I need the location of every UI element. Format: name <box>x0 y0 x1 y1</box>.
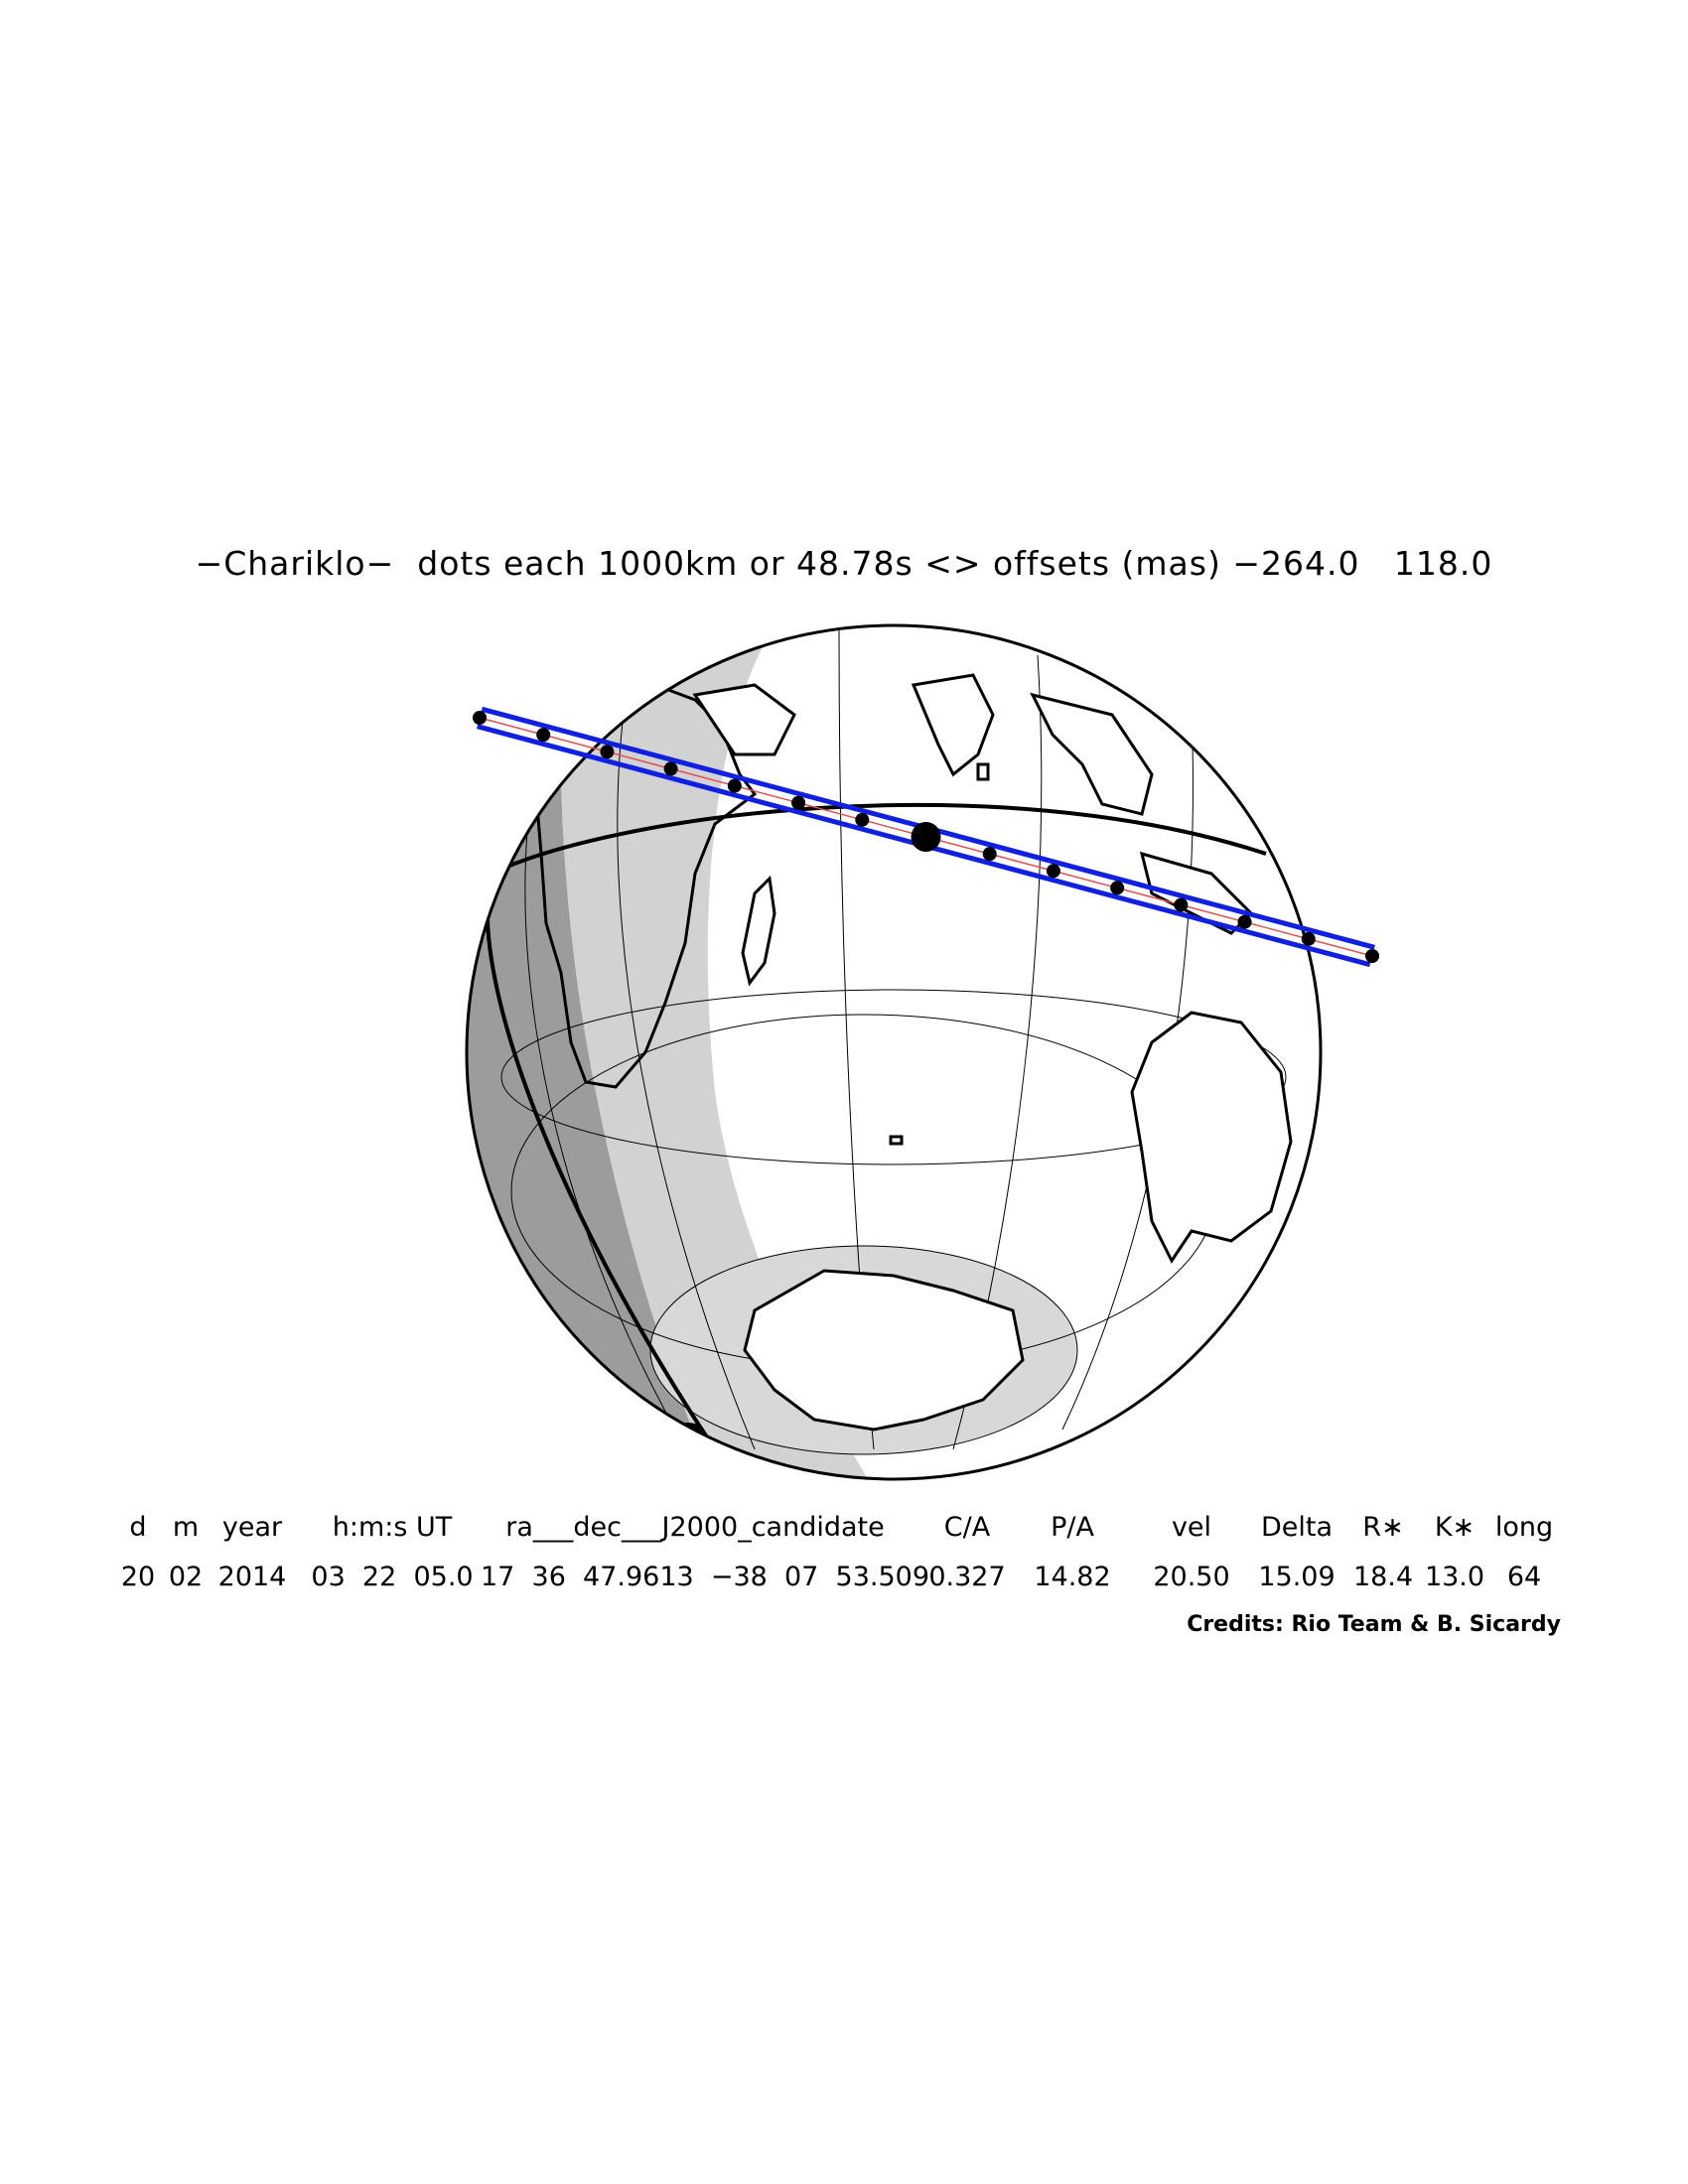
path-dot <box>855 812 870 827</box>
path-dot <box>982 847 997 862</box>
header-year: year <box>221 1512 283 1543</box>
path-dot <box>1174 897 1189 912</box>
antarctica <box>743 1269 1025 1432</box>
island <box>889 1135 904 1146</box>
arabia <box>692 683 796 756</box>
path-center-dot <box>911 822 941 852</box>
path-dot <box>727 778 742 793</box>
header-time: h:m:s UT <box>332 1512 453 1543</box>
path-dot <box>600 745 615 759</box>
southeast-asia <box>1030 692 1154 816</box>
header-long: long <box>1494 1512 1554 1543</box>
map-title: −Chariklo− dots each 1000km or 48.78s <>… <box>195 544 1493 583</box>
header-pa: P/A <box>1051 1512 1094 1543</box>
path-dot <box>1046 864 1060 879</box>
value-ca: 0.327 <box>928 1562 1006 1592</box>
path-dot <box>1301 931 1316 946</box>
value-delta: 15.09 <box>1258 1562 1336 1592</box>
value-radec: 17 36 47.9613 −38 07 53.509 <box>481 1562 929 1592</box>
header-d: d <box>129 1512 147 1543</box>
madagascar <box>741 875 776 987</box>
africa <box>534 683 758 1089</box>
header-ca: C/A <box>943 1512 991 1543</box>
value-kstar: 13.0 <box>1424 1562 1485 1592</box>
header-radec: ra___dec___J2000_candidate <box>505 1512 885 1543</box>
india <box>911 673 995 777</box>
australia <box>1130 1011 1293 1264</box>
value-vel: 20.50 <box>1153 1562 1230 1592</box>
value-pa: 14.82 <box>1034 1562 1111 1592</box>
header-delta: Delta <box>1260 1512 1334 1543</box>
value-year: 2014 <box>217 1562 287 1592</box>
path-dot <box>663 761 678 776</box>
path-dot <box>473 711 487 725</box>
header-m: m <box>172 1512 200 1543</box>
value-m: 02 <box>168 1562 204 1592</box>
coastlines <box>534 673 1293 1432</box>
value-d: 20 <box>120 1562 156 1592</box>
path-dot <box>536 728 551 743</box>
path-dot <box>791 795 806 810</box>
path-dot <box>1237 914 1252 929</box>
twilight-region <box>560 625 874 1479</box>
header-vel: vel <box>1171 1512 1212 1543</box>
value-time: 03 22 05.0 <box>311 1562 474 1592</box>
path-dots <box>473 711 1379 963</box>
terminator-line <box>491 802 1267 876</box>
header-rstar: R∗ <box>1362 1512 1404 1543</box>
header-kstar: K∗ <box>1434 1512 1476 1543</box>
path-dot <box>1365 949 1379 963</box>
credits: Credits: Rio Team & B. Sicardy <box>1187 1612 1561 1637</box>
sri-lanka <box>976 762 990 781</box>
indonesia <box>1139 851 1254 935</box>
path-dot <box>1110 881 1125 895</box>
globe-outline <box>465 623 1323 1481</box>
value-rstar: 18.4 <box>1352 1562 1414 1592</box>
value-long: 64 <box>1506 1562 1542 1592</box>
